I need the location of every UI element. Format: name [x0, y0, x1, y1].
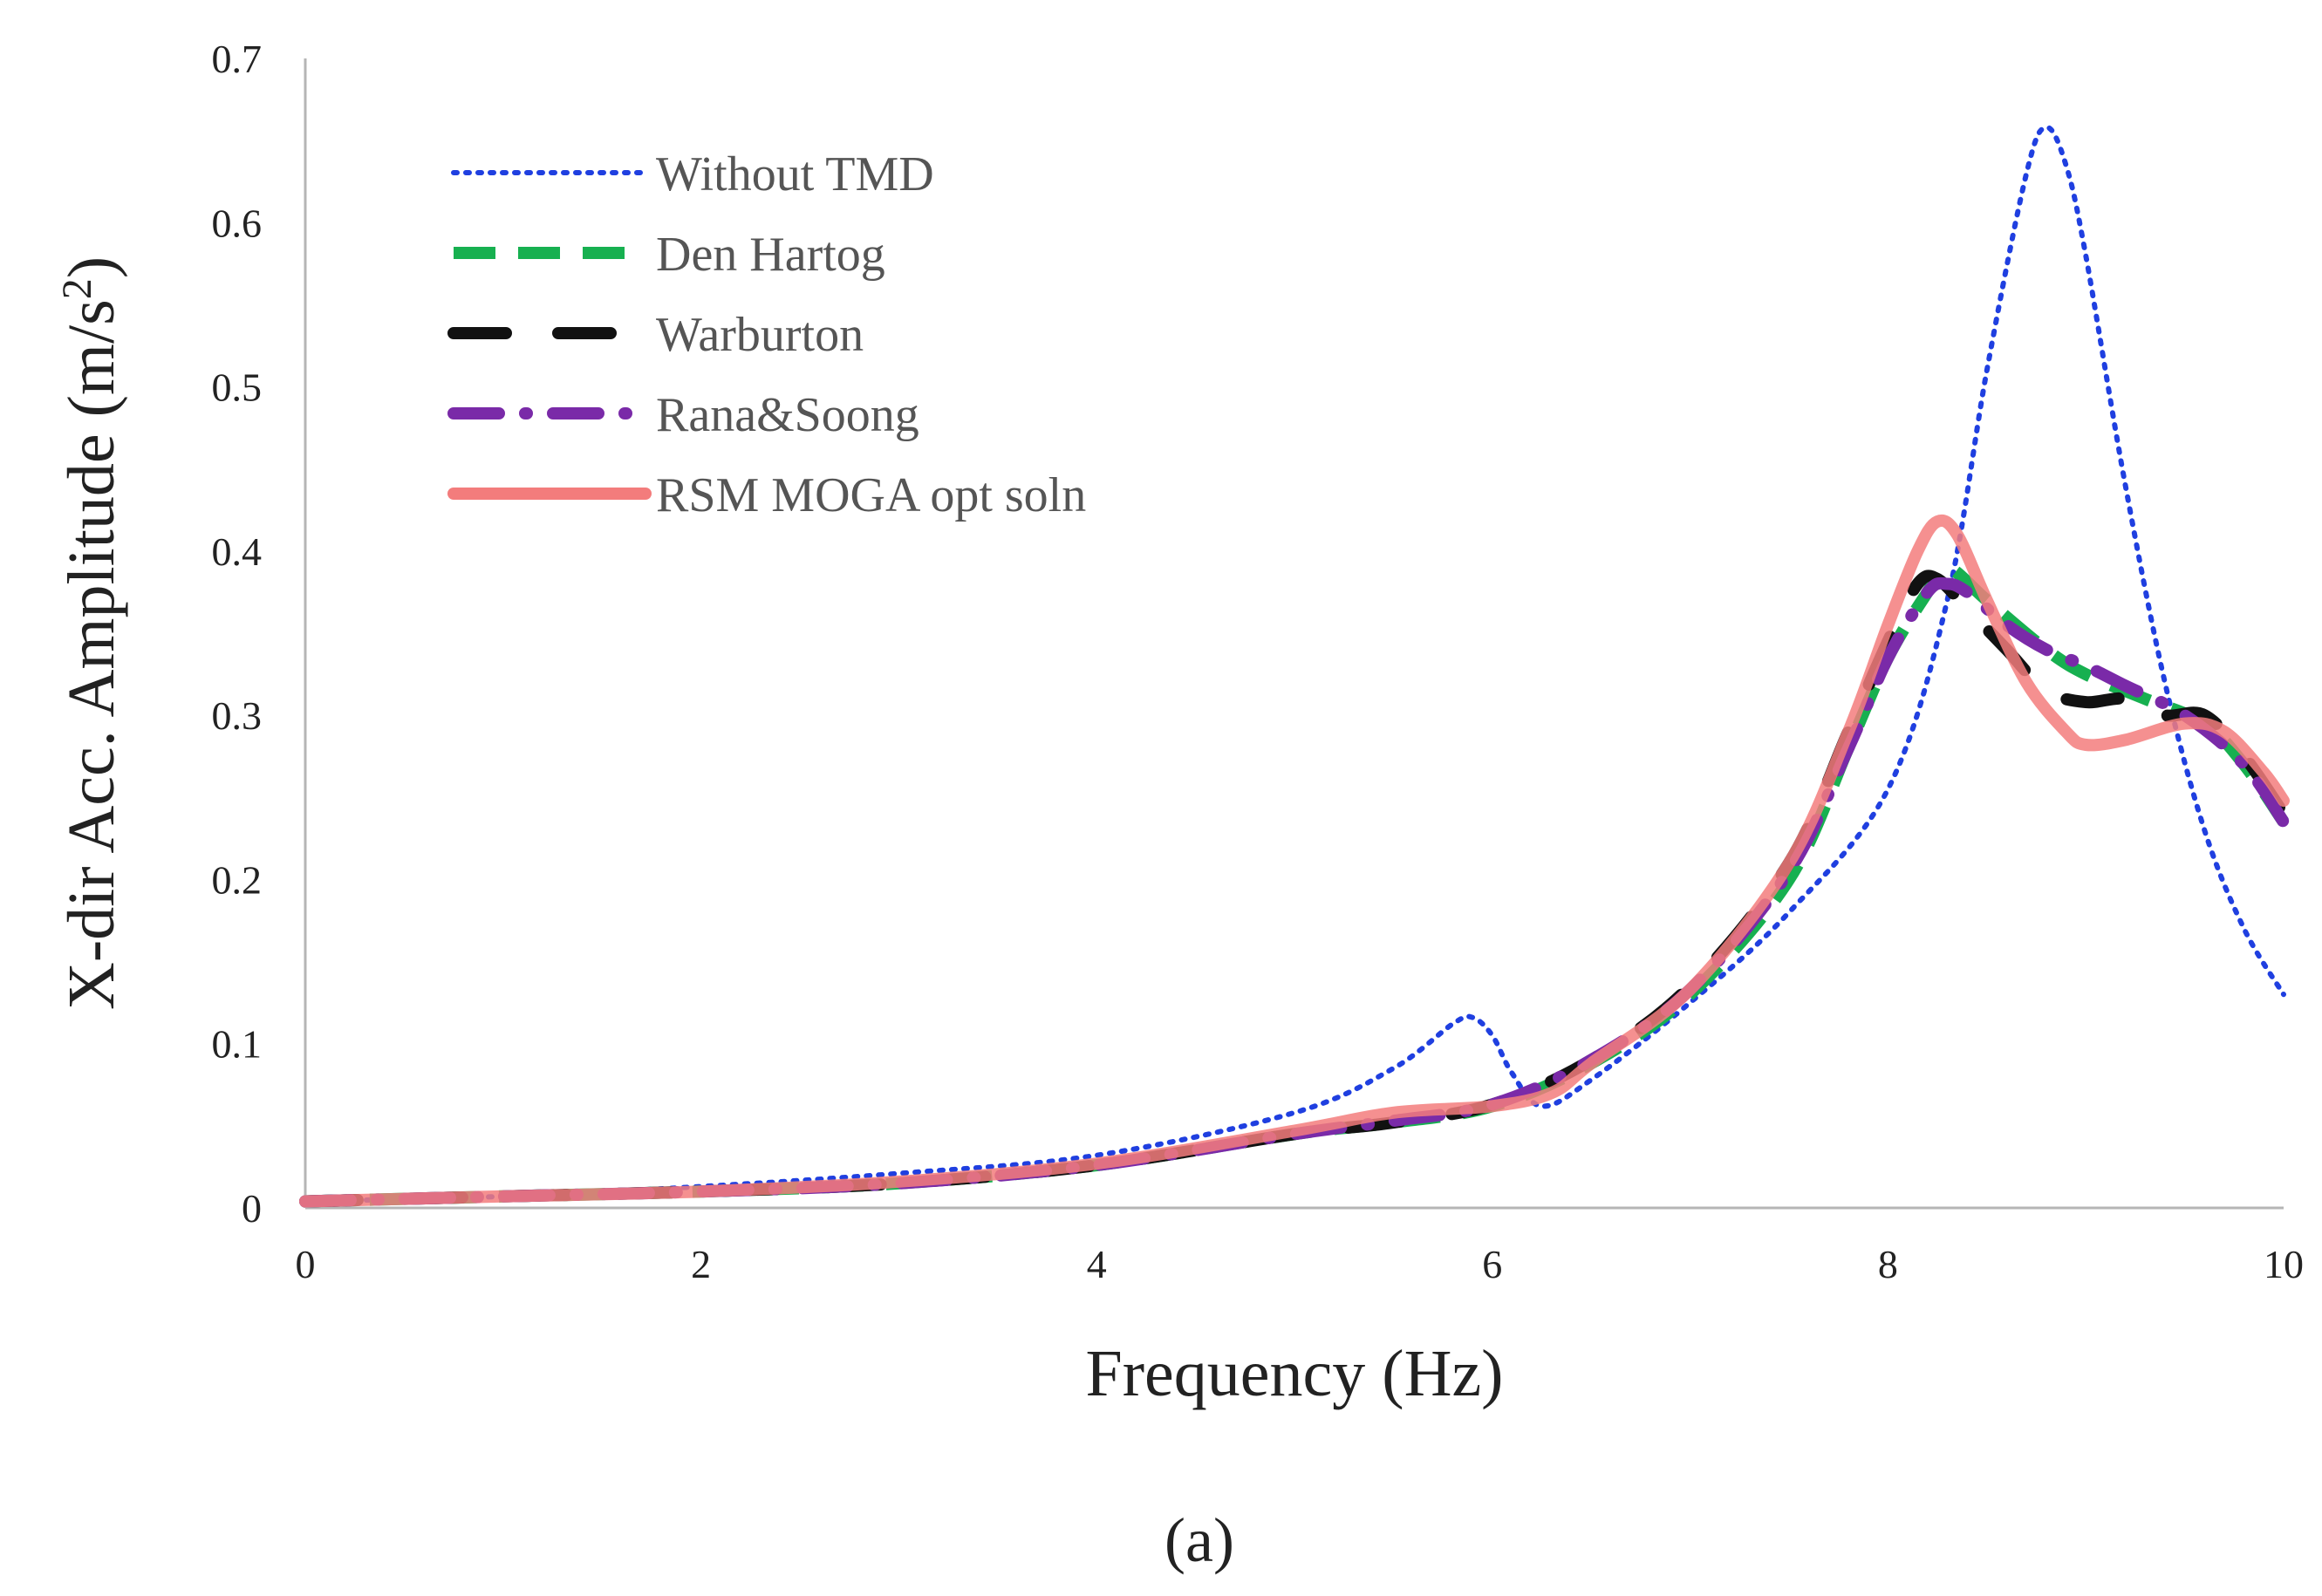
- y-tick-label: 0.6: [212, 201, 263, 245]
- y-tick-label: 0.7: [212, 37, 263, 81]
- legend-label: Rana&Soong: [656, 388, 919, 442]
- x-tick-label: 2: [691, 1242, 711, 1286]
- figure-caption: (a): [1164, 1505, 1234, 1575]
- series-line-rsm-moga-opt-soln: [299, 514, 2290, 1208]
- y-tick-label: 0.1: [212, 1022, 263, 1067]
- y-tick-labels: 0 0.1 0.2 0.3 0.4 0.5 0.6 0.7: [212, 37, 263, 1231]
- series-line-warburton: [299, 570, 2290, 1208]
- y-tick-label: 0.3: [212, 693, 263, 738]
- x-tick-label: 0: [296, 1242, 316, 1286]
- y-axis-title-superscript: 2: [54, 278, 100, 299]
- y-tick-label: 0.5: [212, 365, 263, 410]
- x-tick-label: 8: [1878, 1242, 1898, 1286]
- legend-label: Den Hartog: [656, 228, 885, 282]
- y-tick-label: 0.2: [212, 857, 263, 902]
- y-tick-label: 0: [242, 1186, 262, 1231]
- series-line-without-tmd: [303, 125, 2286, 1204]
- series-line-rana-soong: [299, 576, 2290, 1208]
- series-line-den-hartog: [304, 561, 2289, 1208]
- y-axis-title: X-dir Acc. Amplitude (m/s2): [54, 256, 129, 1010]
- legend: Without TMD Den Hartog Warburton Rana&Soong…: [447, 147, 1086, 522]
- series-lines: [299, 125, 2290, 1208]
- plot-area: 0 0.1 0.2 0.3 0.4 0.5 0.6 0.7 0 2 4 6 8 10: [212, 37, 2305, 1286]
- x-tick-label: 10: [2264, 1242, 2304, 1286]
- y-axis-title-end: ): [55, 256, 128, 278]
- x-tick-labels: 0 2 4 6 8 10: [296, 1242, 2305, 1286]
- legend-label: Without TMD: [656, 147, 934, 201]
- x-tick-label: 6: [1482, 1242, 1502, 1286]
- x-axis-title: Frequency (Hz): [1085, 1337, 1503, 1410]
- legend-label: RSM MOGA opt soln: [656, 468, 1086, 522]
- y-axis-title-main: X-dir Acc. Amplitude (m/s: [55, 299, 128, 1010]
- x-tick-label: 4: [1087, 1242, 1107, 1286]
- y-tick-label: 0.4: [212, 529, 263, 574]
- legend-label: Warburton: [656, 308, 864, 362]
